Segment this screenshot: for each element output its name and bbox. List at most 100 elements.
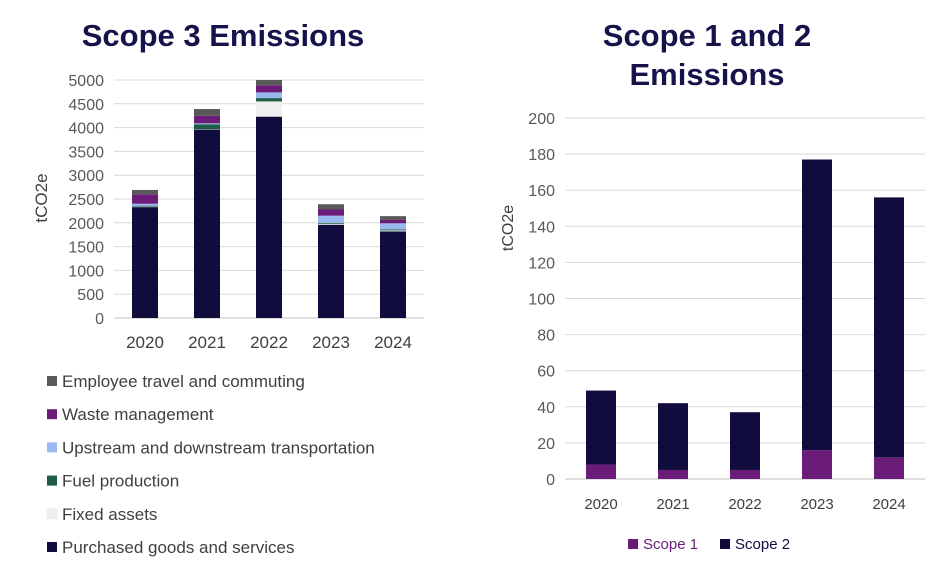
legend-swatch — [47, 442, 57, 453]
y-tick-label: 100 — [528, 292, 555, 309]
bar-segment-2024-s0 — [874, 457, 904, 479]
bar-segment-2021-s0 — [194, 129, 220, 318]
bar-segment-2020-s5 — [132, 189, 158, 195]
y-tick-label: 4000 — [68, 121, 104, 138]
bar-segment-2021-s1 — [658, 403, 688, 470]
bar-segment-2021-s5 — [194, 109, 220, 116]
scope12-y-axis-label: tCO2e — [500, 205, 517, 251]
x-tick-label: 2020 — [126, 333, 164, 352]
bar-segment-2020-s0 — [586, 464, 616, 479]
scope3-chart-title: Scope 3 Emissions — [82, 18, 365, 53]
bar-segment-2024-s1 — [874, 197, 904, 458]
x-tick-label: 2024 — [872, 496, 905, 513]
x-tick-label: 2024 — [374, 333, 412, 352]
y-tick-label: 0 — [95, 311, 104, 328]
y-tick-label: 80 — [537, 328, 555, 345]
legend-label: Fixed assets — [62, 505, 157, 524]
y-tick-label: 120 — [528, 255, 555, 272]
scope12-chart-title-line2: Emissions — [629, 57, 784, 92]
x-tick-label: 2020 — [584, 496, 617, 513]
bar-segment-2021-s4 — [194, 115, 220, 124]
y-tick-label: 0 — [546, 472, 555, 489]
bar-segment-2022-s0 — [256, 116, 282, 318]
y-tick-label: 2500 — [68, 192, 104, 209]
legend-swatch — [628, 539, 638, 549]
scope12-y-ticks: 0 20 40 60 80 100 120 140 160 180 200 — [528, 111, 555, 489]
bar-segment-2022-s0 — [730, 469, 760, 479]
y-tick-label: 4500 — [68, 97, 104, 114]
bar-segment-2020-s1 — [586, 390, 616, 465]
y-tick-label: 2000 — [68, 216, 104, 233]
bar-segment-2023-s3 — [318, 215, 344, 223]
bar-segment-2022-s3 — [256, 92, 282, 99]
bar-segment-2020-s3 — [132, 203, 158, 206]
bar-segment-2021-s0 — [658, 469, 688, 479]
bar-segment-2022-s1 — [256, 101, 282, 117]
legend-label: Upstream and downstream transportation — [62, 438, 375, 457]
y-tick-label: 1000 — [68, 263, 104, 280]
bar-segment-2024-s0 — [380, 231, 406, 318]
y-tick-label: 60 — [537, 364, 555, 381]
legend-swatch — [46, 508, 58, 520]
scope12-chart: Scope 1 and 2 Emissions tCO2e 0 20 40 60 80 1… — [500, 18, 925, 553]
bar-segment-2024-s4 — [380, 219, 406, 224]
bar-segment-2024-s1 — [380, 230, 406, 232]
y-tick-label: 180 — [528, 147, 555, 164]
bar-segment-2020-s0 — [132, 207, 158, 318]
legend-label: Waste management — [62, 405, 214, 424]
y-tick-label: 140 — [528, 219, 555, 236]
bar-segment-2024-s3 — [380, 223, 406, 230]
legend-swatch — [47, 376, 57, 386]
legend-label: Scope 1 — [643, 536, 698, 553]
bar-segment-2022-s2 — [256, 98, 282, 102]
legend-swatch — [720, 539, 730, 549]
bar-segment-2024-s2 — [380, 229, 406, 231]
bar-segment-2022-s5 — [256, 80, 282, 86]
bar-segment-2020-s4 — [132, 194, 158, 204]
scope3-y-axis-label: tCO2e — [32, 173, 51, 222]
bar-segment-2023-s4 — [318, 209, 344, 216]
y-tick-label: 160 — [528, 183, 555, 200]
x-tick-label: 2021 — [656, 496, 689, 513]
bar-segment-2023-s1 — [318, 223, 344, 225]
legend-swatch — [47, 475, 57, 486]
y-tick-label: 3000 — [68, 168, 104, 185]
scope12-bars — [586, 159, 904, 479]
bar-segment-2023-s0 — [318, 224, 344, 318]
bar-segment-2023-s2 — [318, 222, 344, 224]
bar-segment-2021-s3 — [194, 123, 220, 125]
legend-swatch — [47, 409, 57, 420]
y-tick-label: 500 — [77, 287, 104, 304]
scope12-legend: Scope 1 Scope 2 — [628, 536, 790, 553]
scope12-gridlines — [565, 117, 925, 480]
legend-label: Purchased goods and services — [62, 538, 294, 557]
x-tick-label: 2021 — [188, 333, 226, 352]
y-tick-label: 1500 — [68, 240, 104, 257]
bar-segment-2022-s4 — [256, 85, 282, 93]
bar-segment-2023-s0 — [802, 450, 832, 479]
bar-segment-2023-s1 — [802, 159, 832, 451]
scope3-x-ticks: 2020 2021 2022 2023 2024 — [126, 333, 412, 352]
bar-segment-2020-s2 — [132, 205, 158, 207]
legend-label: Employee travel and commuting — [62, 372, 305, 391]
bar-segment-2021-s2 — [194, 124, 220, 130]
x-tick-label: 2023 — [800, 496, 833, 513]
bar-segment-2022-s1 — [730, 412, 760, 470]
scope3-y-ticks: 0 500 1000 1500 2000 2500 3000 3500 4000 4500 5000 — [68, 73, 104, 328]
y-tick-label: 20 — [537, 436, 555, 453]
bar-segment-2024-s5 — [380, 216, 406, 220]
scope12-x-ticks: 2020 2021 2022 2023 2024 — [584, 496, 905, 513]
y-tick-label: 5000 — [68, 73, 104, 90]
legend-label: Fuel production — [62, 472, 179, 491]
legend-swatch — [47, 542, 57, 552]
scope3-bars — [132, 80, 406, 318]
scope3-chart: Scope 3 Emissions tCO2e 0 500 1000 1500 2000… — [32, 18, 424, 557]
x-tick-label: 2023 — [312, 333, 350, 352]
y-tick-label: 200 — [528, 111, 555, 128]
x-tick-label: 2022 — [250, 333, 288, 352]
bar-segment-2023-s5 — [318, 204, 344, 210]
scope12-chart-title-line1: Scope 1 and 2 — [603, 18, 811, 53]
legend-label: Scope 2 — [735, 536, 790, 553]
x-tick-label: 2022 — [728, 496, 761, 513]
